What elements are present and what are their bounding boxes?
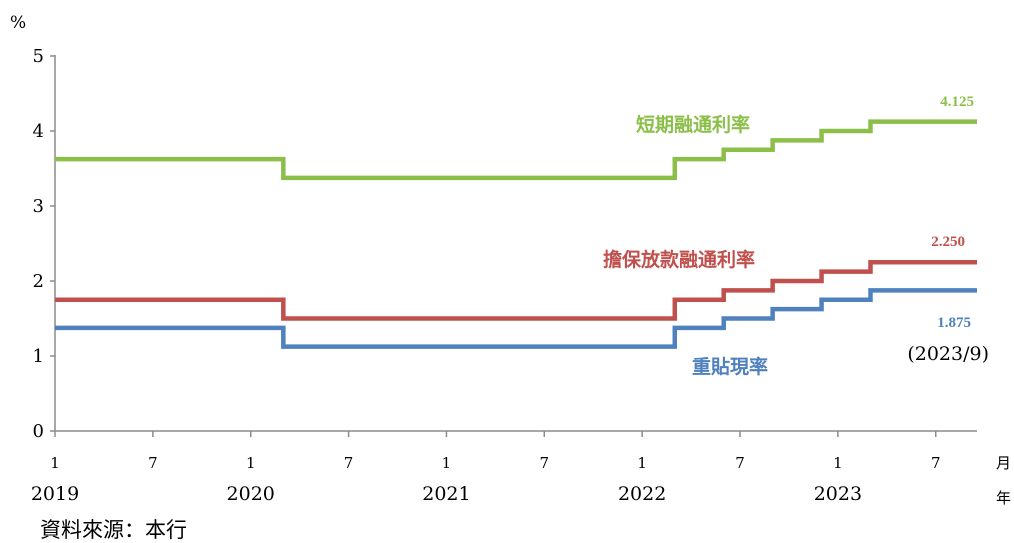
x-tick-label: 7: [735, 454, 745, 472]
x-year-label: 2020: [227, 483, 275, 505]
y-tick-label: 2: [33, 271, 44, 292]
x-year-label: 2019: [31, 483, 79, 505]
series-line-0: [55, 119, 977, 181]
series-label-short-term: 短期融通利率: [636, 113, 750, 136]
x-year-label: 2023: [814, 483, 862, 505]
x-tick-label: 7: [931, 454, 941, 472]
date-annotation: (2023/9): [907, 343, 989, 365]
x-year-label: 2021: [422, 483, 470, 505]
y-tick-label: 0: [33, 421, 44, 442]
x-ticks: 1 7 1 7 1 7 1 7 1 7 2019 2020 2021 2022 2023: [31, 431, 941, 505]
y-tick-label: 4: [33, 121, 44, 142]
series-lines: [55, 119, 977, 349]
x-tick-label: 7: [540, 454, 550, 472]
x-tick-label: 1: [637, 454, 647, 472]
series-label-rediscount: 重貼現率: [692, 355, 768, 378]
x-tick-label: 7: [344, 454, 354, 472]
x-tick-label: 1: [50, 454, 60, 472]
x-unit-month: 月: [996, 454, 1011, 472]
x-year-label: 2022: [618, 483, 666, 505]
source-note: 資料來源：本行: [40, 518, 187, 542]
y-tick-label: 1: [33, 346, 44, 367]
x-unit-year: 年: [996, 489, 1011, 507]
x-tick-label: 1: [833, 454, 843, 472]
series-line-1: [55, 260, 977, 321]
x-tick-label: 7: [148, 454, 158, 472]
y-unit-label: %: [10, 13, 26, 33]
x-tick-label: 1: [246, 454, 256, 472]
end-label-short-term: 4.125: [940, 94, 974, 110]
y-ticks: 0 1 2 3 4 5: [33, 46, 55, 442]
series-label-secured-loan: 擔保放款融通利率: [603, 248, 755, 271]
end-label-secured-loan: 2.250: [931, 234, 965, 250]
series-line-2: [55, 288, 977, 349]
end-label-rediscount: 1.875: [937, 315, 971, 331]
x-tick-label: 1: [442, 454, 452, 472]
y-tick-label: 3: [33, 196, 44, 217]
y-tick-label: 5: [33, 46, 44, 67]
